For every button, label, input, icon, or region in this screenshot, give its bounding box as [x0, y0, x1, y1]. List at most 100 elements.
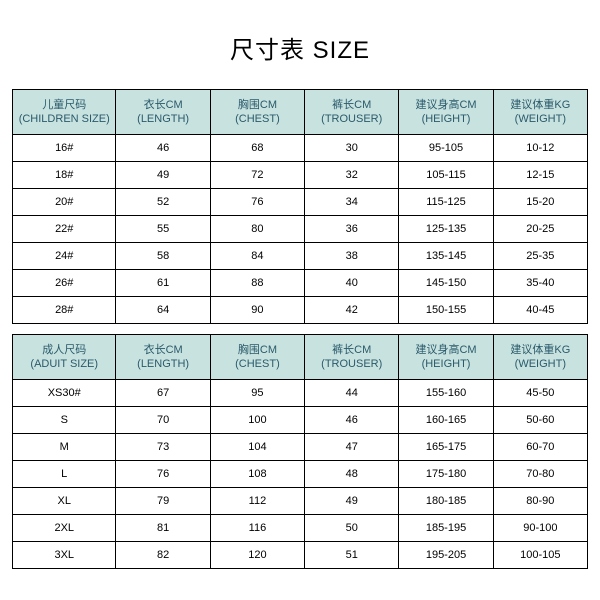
table-row: XS30#679544155-16045-50	[13, 380, 588, 407]
cell: 80	[210, 216, 304, 243]
cell: 116	[210, 515, 304, 542]
cell: 180-185	[399, 488, 493, 515]
cell: 52	[116, 189, 210, 216]
cell: 51	[305, 542, 399, 569]
cell: 175-180	[399, 461, 493, 488]
cell: 34	[305, 189, 399, 216]
cell: 135-145	[399, 243, 493, 270]
cell: 145-150	[399, 270, 493, 297]
cell: 24#	[13, 243, 116, 270]
cell: 90-100	[493, 515, 587, 542]
col-header: 儿童尺码(CHILDREN SIZE)	[13, 90, 116, 135]
cell: 80-90	[493, 488, 587, 515]
cell: 50	[305, 515, 399, 542]
table-row: XL7911249180-18580-90	[13, 488, 588, 515]
cell: 108	[210, 461, 304, 488]
cell: 76	[116, 461, 210, 488]
adult-size-table: 成人尺码(ADUIT SIZE) 衣长CM(LENGTH) 胸围CM(CHEST…	[12, 334, 588, 569]
col-header: 裤长CM(TROUSER)	[305, 335, 399, 380]
col-header: 成人尺码(ADUIT SIZE)	[13, 335, 116, 380]
cell: 100-105	[493, 542, 587, 569]
cell: 28#	[13, 297, 116, 324]
cell: 73	[116, 434, 210, 461]
table-row: 16#46683095-10510-12	[13, 135, 588, 162]
cell: 67	[116, 380, 210, 407]
cell: 35-40	[493, 270, 587, 297]
cell: 88	[210, 270, 304, 297]
col-header: 裤长CM(TROUSER)	[305, 90, 399, 135]
cell: 115-125	[399, 189, 493, 216]
cell: 81	[116, 515, 210, 542]
col-header: 建议体重KG(WEIGHT)	[493, 335, 587, 380]
cell: 95-105	[399, 135, 493, 162]
cell: 95	[210, 380, 304, 407]
col-header: 胸围CM(CHEST)	[210, 335, 304, 380]
cell: 15-20	[493, 189, 587, 216]
table-row: 3XL8212051195-205100-105	[13, 542, 588, 569]
cell: 155-160	[399, 380, 493, 407]
cell: 125-135	[399, 216, 493, 243]
cell: 36	[305, 216, 399, 243]
cell: 90	[210, 297, 304, 324]
cell: 46	[116, 135, 210, 162]
cell: 58	[116, 243, 210, 270]
cell: 68	[210, 135, 304, 162]
cell: 47	[305, 434, 399, 461]
cell: 20-25	[493, 216, 587, 243]
cell: 55	[116, 216, 210, 243]
table-row: 2XL8111650185-19590-100	[13, 515, 588, 542]
cell: 105-115	[399, 162, 493, 189]
cell: 12-15	[493, 162, 587, 189]
adult-header-row: 成人尺码(ADUIT SIZE) 衣长CM(LENGTH) 胸围CM(CHEST…	[13, 335, 588, 380]
table-row: M7310447165-17560-70	[13, 434, 588, 461]
cell: 48	[305, 461, 399, 488]
cell: 2XL	[13, 515, 116, 542]
cell: 64	[116, 297, 210, 324]
cell: 10-12	[493, 135, 587, 162]
cell: 100	[210, 407, 304, 434]
col-header: 衣长CM(LENGTH)	[116, 335, 210, 380]
col-header: 胸围CM(CHEST)	[210, 90, 304, 135]
cell: 70-80	[493, 461, 587, 488]
table-row: 24#588438135-14525-35	[13, 243, 588, 270]
table-row: 22#558036125-13520-25	[13, 216, 588, 243]
cell: 160-165	[399, 407, 493, 434]
children-size-table: 儿童尺码(CHILDREN SIZE) 衣长CM(LENGTH) 胸围CM(CH…	[12, 89, 588, 324]
cell: 45-50	[493, 380, 587, 407]
cell: 120	[210, 542, 304, 569]
table-row: L7610848175-18070-80	[13, 461, 588, 488]
table-row: 28#649042150-15540-45	[13, 297, 588, 324]
col-header: 衣长CM(LENGTH)	[116, 90, 210, 135]
cell: 112	[210, 488, 304, 515]
cell: 20#	[13, 189, 116, 216]
cell: 26#	[13, 270, 116, 297]
cell: 195-205	[399, 542, 493, 569]
cell: 165-175	[399, 434, 493, 461]
cell: 32	[305, 162, 399, 189]
cell: 84	[210, 243, 304, 270]
table-row: S7010046160-16550-60	[13, 407, 588, 434]
cell: XS30#	[13, 380, 116, 407]
cell: 49	[116, 162, 210, 189]
cell: 22#	[13, 216, 116, 243]
cell: 70	[116, 407, 210, 434]
cell: 46	[305, 407, 399, 434]
cell: 40	[305, 270, 399, 297]
table-row: 20#527634115-12515-20	[13, 189, 588, 216]
table-row: 18#497232105-11512-15	[13, 162, 588, 189]
cell: 30	[305, 135, 399, 162]
page-title: 尺寸表 SIZE	[12, 30, 588, 65]
cell: 61	[116, 270, 210, 297]
cell: 150-155	[399, 297, 493, 324]
cell: 76	[210, 189, 304, 216]
table-row: 26#618840145-15035-40	[13, 270, 588, 297]
cell: 42	[305, 297, 399, 324]
cell: 3XL	[13, 542, 116, 569]
cell: 16#	[13, 135, 116, 162]
cell: XL	[13, 488, 116, 515]
cell: 25-35	[493, 243, 587, 270]
cell: 44	[305, 380, 399, 407]
cell: 185-195	[399, 515, 493, 542]
col-header: 建议身高CM(HEIGHT)	[399, 335, 493, 380]
cell: 49	[305, 488, 399, 515]
